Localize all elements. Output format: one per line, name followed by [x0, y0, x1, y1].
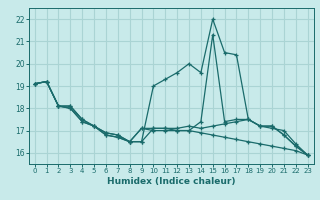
X-axis label: Humidex (Indice chaleur): Humidex (Indice chaleur) [107, 177, 236, 186]
